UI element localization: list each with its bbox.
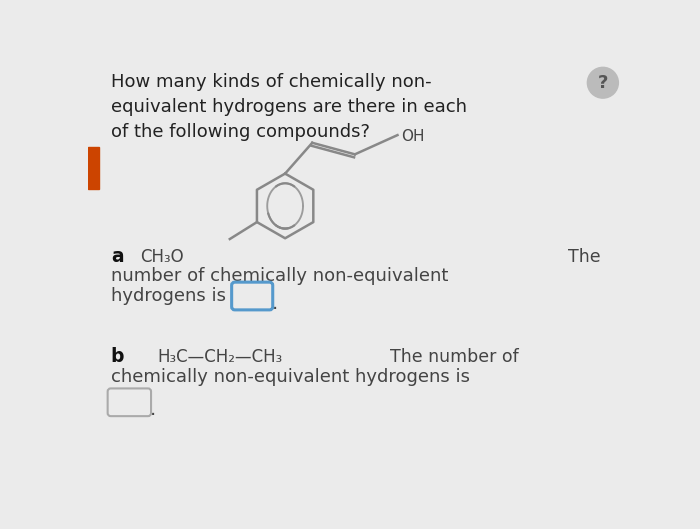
- FancyBboxPatch shape: [108, 388, 151, 416]
- Text: number of chemically non-equivalent: number of chemically non-equivalent: [111, 267, 448, 285]
- Text: The number of: The number of: [390, 349, 519, 367]
- Text: The: The: [568, 248, 601, 266]
- Text: CH₃O: CH₃O: [140, 248, 184, 266]
- Circle shape: [587, 67, 618, 98]
- Text: .: .: [272, 294, 278, 313]
- Bar: [88, 147, 99, 189]
- Text: .: .: [150, 400, 157, 419]
- Text: OH: OH: [401, 129, 425, 144]
- Text: a: a: [111, 247, 123, 266]
- Text: hydrogens is: hydrogens is: [111, 287, 225, 305]
- FancyBboxPatch shape: [232, 282, 273, 310]
- Text: chemically non-equivalent hydrogens is: chemically non-equivalent hydrogens is: [111, 368, 470, 386]
- Text: b: b: [111, 347, 125, 366]
- Text: H₃C—CH₂—CH₃: H₃C—CH₂—CH₃: [158, 349, 283, 367]
- Text: How many kinds of chemically non-
equivalent hydrogens are there in each
of the : How many kinds of chemically non- equiva…: [111, 72, 467, 141]
- Text: ?: ?: [598, 74, 608, 92]
